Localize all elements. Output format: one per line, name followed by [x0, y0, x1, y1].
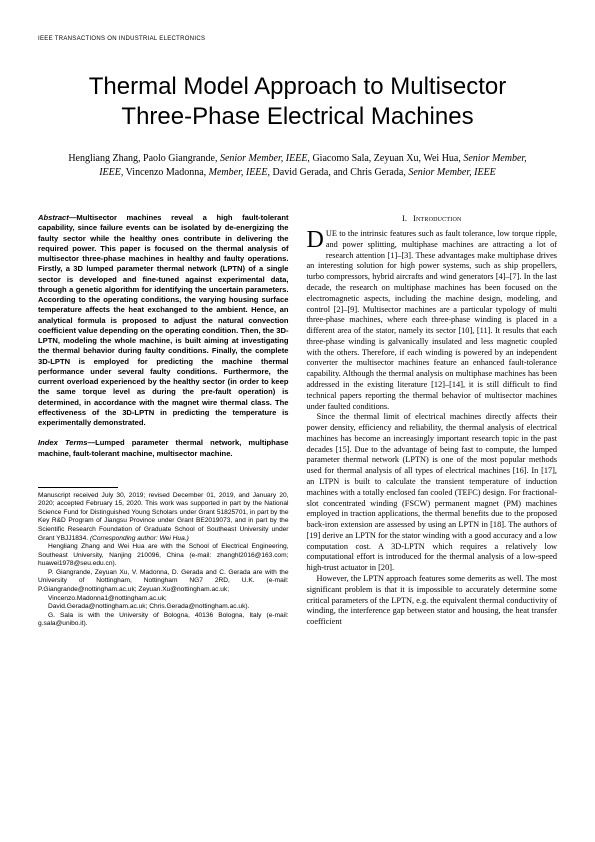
author-list: Hengliang Zhang, Paolo Giangrande, Senio… — [38, 152, 557, 179]
footnote-rule — [38, 487, 118, 488]
index-terms: Index Terms—Lumped parameter thermal net… — [38, 438, 289, 459]
abstract: Abstract—Multisector machines reveal a h… — [38, 213, 289, 428]
right-column: I. Introduction DUE to the intrinsic feat… — [307, 213, 558, 629]
footnote-affil-3: G. Sala is with the University of Bologn… — [38, 612, 289, 629]
footnote-email-1: Vincenzo.Madonna1@nottingham.ac.uk; — [38, 595, 289, 604]
intro-paragraph-3: However, the LPTN approach features some… — [307, 574, 558, 628]
index-terms-lead: Index Terms— — [38, 438, 95, 447]
intro-paragraph-2: Since the thermal limit of electrical ma… — [307, 412, 558, 574]
abstract-lead: Abstract— — [38, 213, 76, 222]
section-1-number: I. — [402, 213, 407, 223]
dropcap: D — [307, 229, 326, 251]
footnote-manuscript: Manuscript received July 30, 2019; revis… — [38, 492, 289, 543]
title-line-1: Thermal Model Approach to Multisector — [89, 73, 507, 100]
left-column: Abstract—Multisector machines reveal a h… — [38, 213, 289, 629]
footnote-affil-2: P. Giangrande, Zeyuan Xu, V. Madonna, D.… — [38, 569, 289, 595]
intro-paragraph-1: DUE to the intrinsic features such as fa… — [307, 229, 558, 412]
intro-p1-text: UE to the intrinsic features such as fau… — [307, 229, 558, 411]
footnote-email-2: David.Gerada@nottingham.ac.uk; Chris.Ger… — [38, 603, 289, 612]
footnote-block: Manuscript received July 30, 2019; revis… — [38, 492, 289, 629]
two-column-body: Abstract—Multisector machines reveal a h… — [38, 213, 557, 629]
section-1-header: I. Introduction — [307, 213, 558, 224]
abstract-text: Multisector machines reveal a high fault… — [38, 213, 289, 427]
title-line-2: Three-Phase Electrical Machines — [121, 103, 473, 130]
section-1-title: Introduction — [413, 213, 462, 223]
paper-title: Thermal Model Approach to Multisector Th… — [38, 72, 557, 132]
footnote-affil-1: Hengliang Zhang and Wei Hua are with the… — [38, 543, 289, 569]
running-header: IEEE TRANSACTIONS ON INDUSTRIAL ELECTRON… — [38, 36, 557, 42]
